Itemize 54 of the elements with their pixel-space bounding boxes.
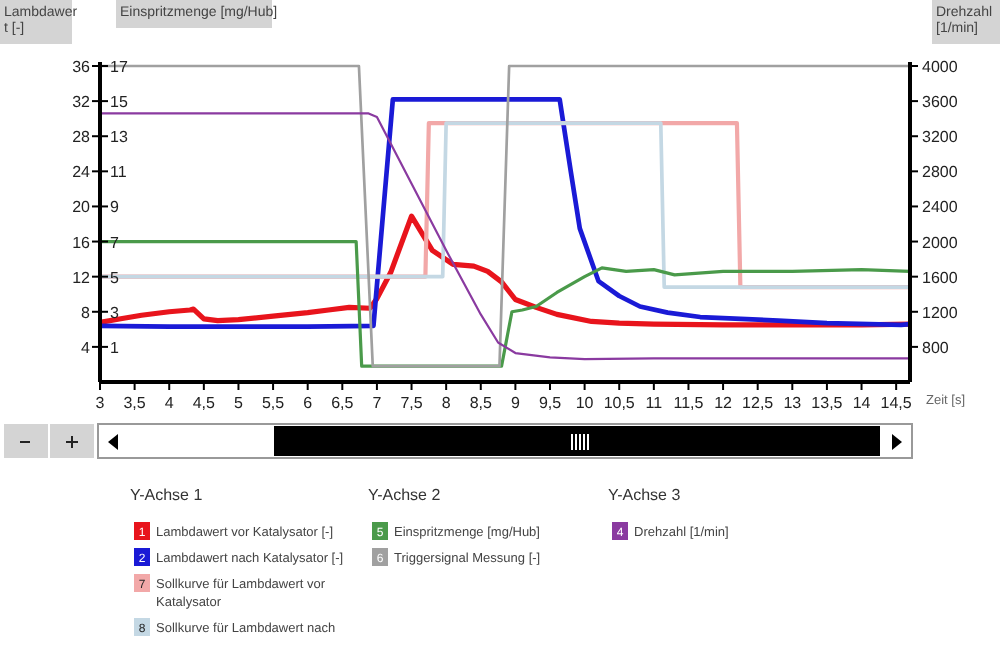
- y3-tick-label: 4000: [922, 58, 959, 76]
- line-series: [97, 97, 913, 330]
- x-tick-label: 9,5: [538, 394, 563, 412]
- x-tick-label: 3,5: [123, 394, 147, 412]
- y3-tick-label: 3200: [922, 128, 959, 147]
- x-tick-label: 10,5: [603, 394, 636, 412]
- y2-tick-label: 5: [110, 268, 120, 287]
- y3-tick-label: 3600: [922, 93, 959, 112]
- x-tick-label: 14,5: [880, 394, 913, 412]
- x-tick-label: 12,5: [742, 394, 775, 412]
- x-tick-label: 10: [575, 394, 595, 412]
- y-tick-label: 36: [72, 58, 92, 76]
- x-tick-label: 7,5: [400, 394, 424, 412]
- line-series: [98, 112, 912, 361]
- x-tick-label: 11: [645, 394, 664, 412]
- x-tick-label: 13,5: [811, 394, 844, 412]
- x-tick-label: 6,5: [331, 394, 355, 412]
- y2-tick-label: 1: [110, 338, 120, 357]
- x-tick-label: 8: [441, 394, 452, 412]
- x-tick-label: 4,5: [192, 394, 217, 412]
- y3-tick-label: 1600: [922, 268, 959, 287]
- y3-tick-label: 2000: [922, 233, 959, 252]
- x-tick-label: 3: [95, 394, 106, 412]
- text: Y-Achse 2: [368, 486, 442, 504]
- x-tick-label: 13: [783, 394, 803, 412]
- y2-tick-label: 15: [110, 93, 129, 112]
- y-tick-label: 20: [72, 198, 92, 217]
- y-tick-label: 8: [81, 303, 92, 322]
- y-tick-label: 4: [81, 338, 92, 357]
- x-tick-label: 9: [510, 394, 521, 412]
- x-tick-label: 7: [372, 394, 383, 412]
- y3-tick-label: 2800: [922, 163, 959, 182]
- y3-tick-label: 1200: [922, 303, 959, 322]
- x-tick-label: 4: [164, 394, 175, 412]
- y-tick-label: 28: [72, 128, 92, 147]
- y2-tick-label: 17: [110, 58, 129, 76]
- y-tick-label: 32: [72, 93, 92, 112]
- x-tick-label: 8,5: [469, 394, 493, 412]
- x-tick-label: 6: [303, 394, 314, 412]
- y3-tick-label: 2400: [922, 198, 959, 217]
- x-tick-label: 5: [234, 394, 245, 412]
- text: Y-Achse 1: [130, 486, 204, 504]
- y-tick-label: 24: [72, 163, 92, 182]
- y2-tick-label: 9: [110, 198, 120, 217]
- y3-tick-label: 800: [922, 338, 950, 357]
- x-tick-label: 5,5: [261, 394, 286, 412]
- text: Y-Achse 3: [608, 486, 682, 504]
- x-tick-label: 11,5: [673, 394, 705, 412]
- x-tick-label: 12: [714, 394, 734, 412]
- y2-tick-label: 13: [110, 128, 129, 147]
- x-tick-label: 14: [852, 394, 872, 412]
- y-tick-label: 12: [72, 268, 92, 287]
- y-tick-label: 16: [72, 233, 92, 252]
- y2-tick-label: 11: [110, 163, 128, 182]
